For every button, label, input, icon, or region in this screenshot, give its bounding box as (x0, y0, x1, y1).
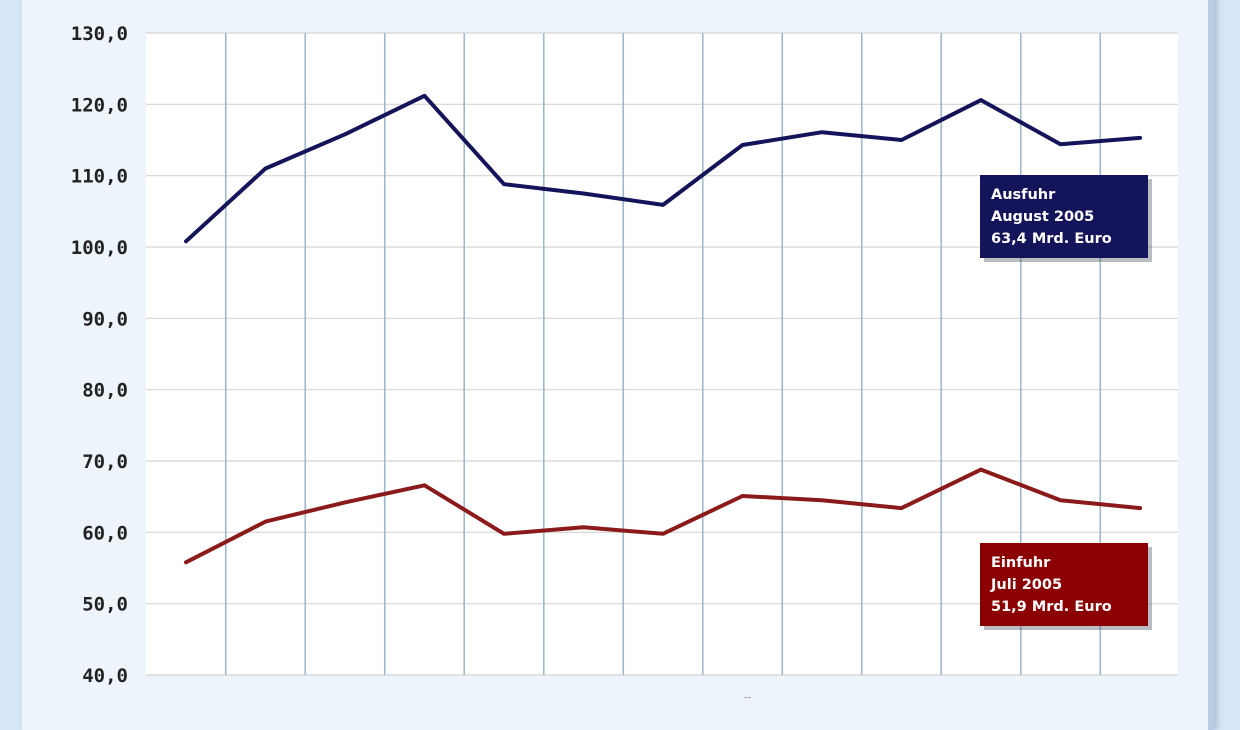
x-tick-label: Jul (1045, 695, 1074, 698)
annotation-text: Juli 2005 (990, 577, 1062, 593)
data-point (820, 130, 824, 134)
data-point (979, 98, 983, 102)
data-point (899, 138, 904, 142)
data-point (1058, 498, 1063, 503)
data-point (740, 494, 745, 498)
x-tick-label: Sep (245, 695, 285, 698)
y-tick-label: 100,0 (71, 237, 128, 259)
annotation-text: 63,4 Mrd. Euro (991, 231, 1112, 247)
y-tick-label: 60,0 (82, 522, 128, 544)
x-tick-label: Okt (326, 695, 364, 698)
data-point (820, 498, 824, 503)
data-point (263, 166, 268, 171)
annotation-box-einfuhr: Einfuhr Juli 2005 51,9 Mrd. Euro (980, 543, 1152, 630)
data-point (1058, 142, 1063, 147)
x-tick-label: Aug (1119, 695, 1161, 698)
x-tick-label: Mär (722, 695, 764, 698)
x-axis: Aug Sep Okt Nov Dez Jan Feb Mär Apr Mai Jun Jul Aug (165, 695, 1161, 698)
y-axis: 40,0 50,0 60,0 70,0 80,0 90,0 100,0 110,0 120,0 1… (71, 23, 128, 687)
data-point (343, 500, 347, 505)
data-point (184, 560, 188, 565)
annotations: Ausfuhr August 2005 63,4 Mrd. Euro Einfuhr J… (980, 175, 1152, 630)
x-tick-label: Jan (565, 695, 600, 698)
annotation-text: Ausfuhr (991, 187, 1056, 203)
data-point (343, 132, 347, 137)
data-point (899, 506, 904, 510)
annotation-text: 51,9 Mrd. Euro (991, 599, 1112, 615)
y-tick-label: 70,0 (82, 451, 128, 473)
series-lines (184, 93, 1142, 565)
annotation-background (980, 543, 1148, 626)
data-point (581, 525, 586, 530)
annotation-text: Einfuhr (991, 555, 1051, 571)
x-tick-label: Aug (165, 695, 207, 698)
annotation-box-ausfuhr: Ausfuhr August 2005 63,4 Mrd. Euro (980, 175, 1152, 262)
y-tick-label: 90,0 (82, 308, 128, 330)
data-point (422, 93, 427, 98)
data-point (1138, 506, 1142, 510)
data-point (661, 531, 665, 536)
line-chart: 40,0 50,0 60,0 70,0 80,0 90,0 100,0 110,0 120,0 1… (71, 23, 1178, 698)
x-tick-label: Jun (962, 695, 998, 698)
y-tick-label: 110,0 (71, 166, 128, 188)
data-point (979, 467, 983, 472)
y-tick-label: 40,0 (82, 665, 128, 687)
x-tick-label: Mai (882, 695, 920, 698)
y-tick-label: 50,0 (82, 594, 128, 616)
x-tick-label: Feb (644, 695, 683, 698)
y-tick-label: 120,0 (71, 94, 128, 116)
data-point (581, 191, 586, 196)
data-point (184, 239, 188, 244)
x-tick-label: Dez (484, 695, 524, 698)
data-point (740, 143, 745, 147)
y-tick-label: 130,0 (71, 23, 128, 45)
annotation-text: August 2005 (991, 209, 1094, 225)
data-point (502, 182, 506, 187)
data-point (422, 483, 427, 488)
y-tick-label: 80,0 (82, 380, 128, 402)
data-point (502, 531, 506, 536)
annotation-background (980, 175, 1148, 258)
data-point (1138, 136, 1142, 140)
data-point (263, 519, 268, 524)
x-tick-label: Apr (803, 695, 841, 698)
x-tick-label: Nov (404, 695, 446, 698)
data-point (661, 203, 665, 207)
